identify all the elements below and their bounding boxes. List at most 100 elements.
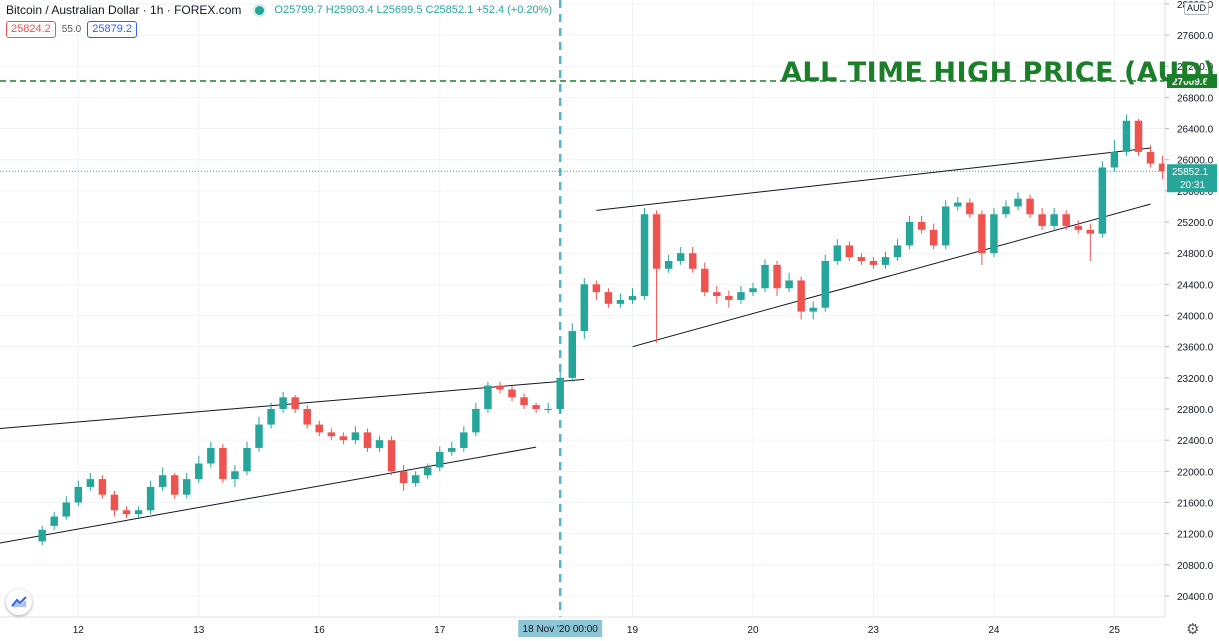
candle-body (833, 245, 842, 261)
candle-body (1134, 120, 1143, 152)
y-tick-label: 21600.0 (1177, 498, 1214, 509)
candle-body (1158, 163, 1167, 172)
trendline (596, 147, 1151, 211)
currency-badge[interactable]: AUD (1184, 2, 1210, 15)
candle-body (1026, 198, 1034, 215)
candle-body (737, 292, 745, 300)
candle-body (628, 296, 637, 300)
x-tick-label: 16 (314, 625, 326, 636)
candle-body (1074, 225, 1082, 230)
x-tick-label: 17 (434, 625, 446, 636)
symbol-title[interactable]: Bitcoin / Australian Dollar · 1h · FOREX… (6, 3, 242, 17)
x-tick-label: 20 (747, 625, 759, 636)
candle-body (183, 479, 191, 495)
y-tick-label: 22400.0 (1177, 436, 1214, 447)
candle-body (520, 397, 528, 406)
candle-body (978, 214, 986, 254)
y-tick-label: 23600.0 (1177, 343, 1214, 354)
candle-body (1014, 198, 1022, 207)
candle-body (821, 260, 829, 308)
candle-body (267, 408, 275, 425)
candle-body (351, 432, 360, 441)
y-tick-label: 27600.0 (1177, 31, 1214, 42)
y-tick-label: 22800.0 (1177, 405, 1214, 416)
candle-body (484, 385, 492, 409)
candle-body (1122, 120, 1131, 152)
candle-body (580, 284, 589, 332)
spread-value: 55.0 (61, 24, 82, 35)
candle-body (195, 463, 203, 480)
candle-body (1050, 214, 1058, 226)
candle-body (616, 299, 625, 304)
market-status-icon (255, 5, 265, 15)
y-tick-label: 25600.0 (1177, 187, 1214, 198)
y-tick-label: 24800.0 (1177, 249, 1214, 260)
candle-body (110, 494, 119, 511)
candle-body (640, 214, 649, 297)
candle-body (146, 486, 155, 511)
buy-price-button[interactable]: 25879.2 (87, 21, 137, 38)
candle-body (122, 510, 131, 515)
candle-body (893, 245, 902, 258)
candle-body (544, 408, 552, 410)
candle-body (785, 280, 793, 289)
candle-body (556, 377, 564, 409)
gear-icon[interactable]: ⚙ (1186, 621, 1200, 638)
candle-body (701, 268, 709, 293)
y-tick-label: 24400.0 (1177, 280, 1214, 291)
candle-body (845, 245, 854, 258)
candle-body (508, 389, 516, 398)
candle-body (1098, 167, 1107, 234)
price-axis-bg (1165, 0, 1219, 641)
candle-body (207, 447, 215, 464)
y-tick-label: 27200.0 (1177, 62, 1214, 73)
y-tick-label: 25200.0 (1177, 218, 1214, 229)
candle-body (604, 292, 613, 304)
candle-body (387, 440, 396, 472)
candle-body (303, 408, 311, 425)
y-tick-label: 21200.0 (1177, 530, 1214, 541)
candle-body (363, 432, 372, 448)
candle-body (917, 222, 926, 230)
candle-body (881, 257, 890, 265)
y-tick-label: 23200.0 (1177, 374, 1214, 385)
candle-body (929, 229, 938, 246)
candle-body (375, 440, 384, 448)
crosshair-time-label: 18 Nov '20 00:00 (523, 624, 599, 635)
candle-body (1146, 151, 1155, 164)
y-tick-label: 26800.0 (1177, 93, 1214, 104)
x-tick-label: 25 (1109, 625, 1121, 636)
candle-body (725, 296, 733, 300)
candle-body (1038, 214, 1046, 226)
candle-body (1002, 206, 1010, 215)
ohlc-readout: O25799.7 H25903.4 L25699.5 C25852.1 +52.… (274, 4, 553, 16)
candle-body (1086, 229, 1095, 234)
candle-body (857, 257, 866, 261)
candle-body (339, 436, 348, 441)
ath-annotation[interactable]: ALL TIME HIGH PRICE (AUD) (781, 57, 1216, 88)
sell-price-button[interactable]: 25824.2 (6, 21, 56, 38)
candle-body (98, 479, 107, 495)
candle-body (652, 214, 661, 269)
y-tick-label: 20800.0 (1177, 561, 1214, 572)
candle-body (50, 516, 58, 526)
candle-body (869, 260, 878, 265)
candle-body (905, 222, 914, 246)
candle-body (423, 467, 432, 476)
candle-body (436, 451, 444, 468)
candle-body (676, 253, 685, 261)
tradingview-logo-icon[interactable] (6, 589, 32, 615)
candle-body (713, 292, 721, 297)
candle-body (797, 280, 805, 312)
x-tick-label: 19 (627, 625, 639, 636)
candle-body (315, 424, 323, 433)
candle-body (38, 529, 46, 542)
candle-body (749, 288, 757, 293)
candle-body (158, 475, 167, 487)
x-tick-label: 24 (988, 625, 1000, 636)
quote-panel: 25824.2 55.0 25879.2 (6, 21, 137, 38)
chart-header: Bitcoin / Australian Dollar · 1h · FOREX… (6, 2, 552, 18)
candle-body (954, 202, 962, 207)
candle-body (448, 447, 456, 452)
